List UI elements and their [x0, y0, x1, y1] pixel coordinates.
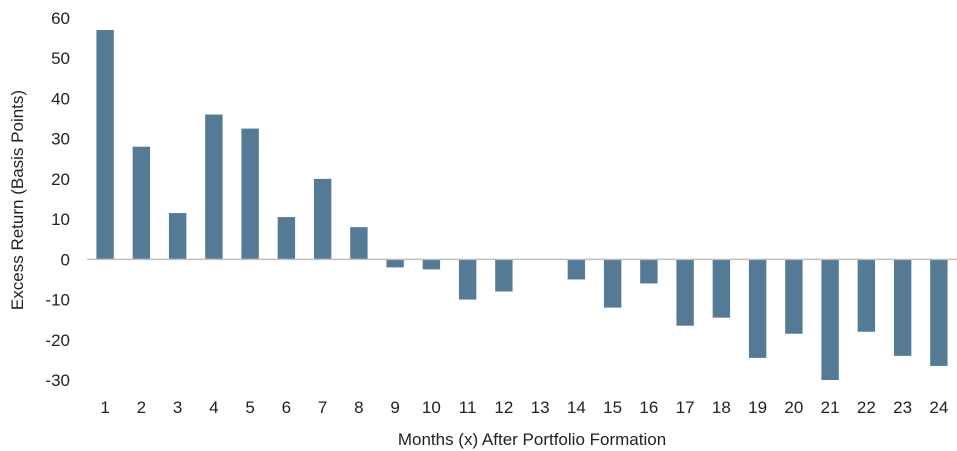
- x-tick-label: 2: [137, 398, 146, 417]
- bars: [96, 30, 948, 380]
- x-tick-label: 5: [245, 398, 254, 417]
- x-tick-label: 18: [712, 398, 731, 417]
- y-tick-label: -10: [45, 291, 70, 310]
- bar-month-23: [893, 259, 912, 356]
- y-tick-label: 20: [51, 170, 70, 189]
- x-tick-label: 9: [390, 398, 399, 417]
- y-tick-label: 10: [51, 210, 70, 229]
- x-tick-label: 13: [531, 398, 550, 417]
- y-axis-title: Excess Return (Basis Points): [8, 90, 27, 310]
- bar-month-6: [277, 217, 296, 260]
- x-tick-label: 24: [929, 398, 948, 417]
- bar-month-5: [241, 128, 259, 260]
- bar-month-15: [603, 259, 622, 308]
- x-tick-label: 7: [318, 398, 327, 417]
- x-tick-label: 12: [494, 398, 513, 417]
- bar-month-16: [640, 259, 658, 284]
- x-tick-label: 19: [748, 398, 767, 417]
- x-tick-label: 16: [639, 398, 658, 417]
- x-tick-label: 1: [100, 398, 109, 417]
- bar-month-8: [350, 227, 368, 260]
- x-tick-label: 23: [893, 398, 912, 417]
- x-tick-label: 20: [784, 398, 803, 417]
- bar-month-24: [930, 259, 948, 366]
- x-tick-label: 4: [209, 398, 218, 417]
- y-axis-ticks: 60 50 40 30 20 10 0 -10 -20 -30: [45, 9, 70, 390]
- y-tick-label: 40: [51, 89, 70, 108]
- bar-month-10: [422, 259, 441, 270]
- x-tick-label: 3: [173, 398, 182, 417]
- bar-month-7: [313, 178, 332, 260]
- y-tick-label: -20: [45, 331, 70, 350]
- bar-month-21: [821, 259, 839, 380]
- bar-month-22: [857, 259, 876, 332]
- y-tick-label: 60: [51, 9, 70, 28]
- x-axis-title: Months (x) After Portfolio Formation: [398, 430, 666, 449]
- x-tick-label: 8: [354, 398, 363, 417]
- y-tick-label: 0: [61, 250, 70, 269]
- y-tick-label: 30: [51, 130, 70, 149]
- bar-month-2: [132, 146, 151, 260]
- x-tick-label: 15: [603, 398, 622, 417]
- bar-month-18: [712, 259, 731, 318]
- x-tick-label: 21: [821, 398, 840, 417]
- x-tick-label: 22: [857, 398, 876, 417]
- bar-month-14: [567, 259, 586, 280]
- bar-month-3: [168, 213, 187, 260]
- x-tick-label: 14: [567, 398, 586, 417]
- x-axis-ticks: 1 2 3 4 5 6 7 8 9 10 11 12 13 14 15 16 17 18 19 20 21 22 23 24: [100, 398, 948, 417]
- bar-month-11: [458, 259, 477, 300]
- bar-month-4: [205, 114, 223, 260]
- x-tick-label: 10: [422, 398, 441, 417]
- bar-month-1: [96, 30, 114, 260]
- x-tick-label: 17: [676, 398, 695, 417]
- y-tick-label: -30: [45, 371, 70, 390]
- bar-month-17: [676, 259, 694, 326]
- x-tick-label: 6: [282, 398, 291, 417]
- bar-month-9: [386, 259, 404, 268]
- bar-month-19: [748, 259, 767, 358]
- x-tick-label: 11: [459, 398, 477, 417]
- bar-month-12: [495, 259, 513, 292]
- y-tick-label: 50: [51, 49, 70, 68]
- bar-month-20: [785, 259, 803, 334]
